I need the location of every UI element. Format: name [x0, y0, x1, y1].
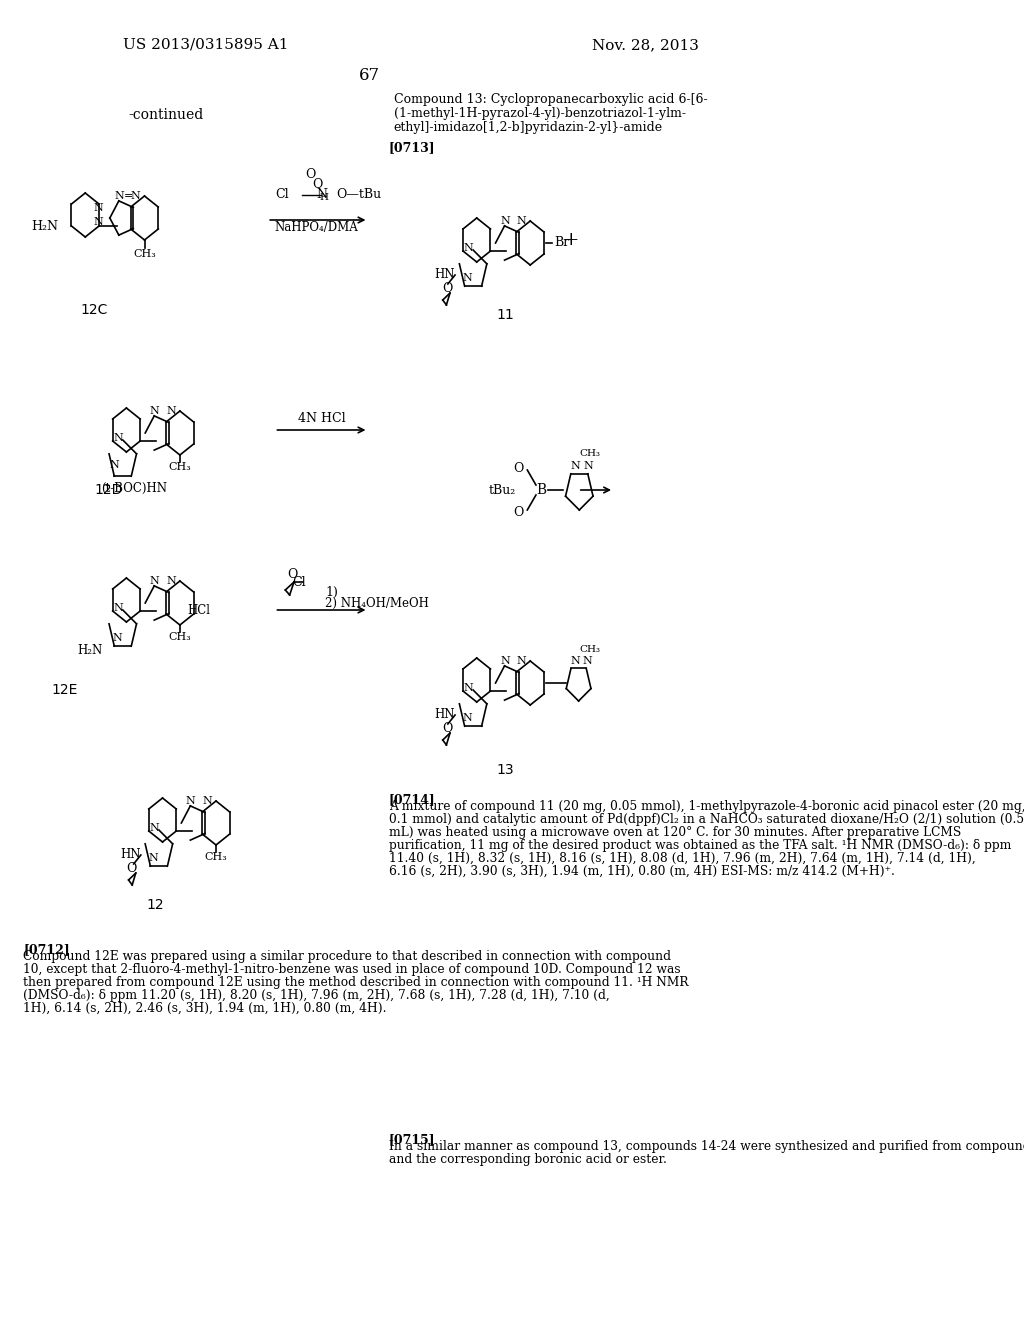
Text: 1): 1) — [325, 586, 338, 598]
Text: Cl: Cl — [274, 189, 289, 202]
Text: N: N — [93, 216, 102, 227]
Text: N: N — [464, 682, 474, 693]
Text: and the corresponding boronic acid or ester.: and the corresponding boronic acid or es… — [388, 1152, 667, 1166]
Text: [0713]: [0713] — [388, 141, 435, 154]
Text: 12: 12 — [146, 898, 164, 912]
Text: N: N — [93, 203, 102, 214]
Text: B: B — [537, 483, 547, 498]
Text: 67: 67 — [359, 66, 380, 83]
Text: N: N — [150, 407, 160, 416]
Text: H₂N: H₂N — [32, 219, 58, 232]
Text: HCl: HCl — [187, 605, 210, 618]
Text: N: N — [185, 796, 196, 807]
Text: O: O — [126, 862, 136, 874]
Text: Compound 12E was prepared using a similar procedure to that described in connect: Compound 12E was prepared using a simila… — [24, 950, 671, 964]
Text: N: N — [150, 822, 160, 833]
Text: CH₃: CH₃ — [133, 249, 156, 259]
Text: N: N — [583, 461, 593, 471]
Text: N: N — [463, 273, 472, 282]
Text: N: N — [316, 189, 327, 202]
Text: N: N — [150, 576, 160, 586]
Text: N: N — [115, 191, 124, 201]
Text: ethyl]-imidazo[1,2-b]pyridazin-2-yl}-amide: ethyl]-imidazo[1,2-b]pyridazin-2-yl}-ami… — [393, 121, 663, 135]
Text: 12E: 12E — [52, 682, 78, 697]
Text: N: N — [583, 656, 592, 667]
Text: CH₃: CH₃ — [169, 632, 191, 642]
Text: O—tBu: O—tBu — [336, 189, 381, 202]
Text: N: N — [570, 461, 581, 471]
Text: HN: HN — [434, 709, 455, 722]
Text: O: O — [305, 169, 315, 181]
Text: Compound 13: Cyclopropanecarboxylic acid 6-[6-: Compound 13: Cyclopropanecarboxylic acid… — [393, 94, 708, 107]
Text: H₂N: H₂N — [78, 644, 102, 656]
Text: HN: HN — [121, 849, 141, 862]
Text: CH₃: CH₃ — [205, 851, 227, 862]
Text: HN: HN — [434, 268, 455, 281]
Text: N: N — [517, 656, 526, 667]
Text: CH₃: CH₃ — [580, 450, 601, 458]
Text: 1H), 6.14 (s, 2H), 2.46 (s, 3H), 1.94 (m, 1H), 0.80 (m, 4H).: 1H), 6.14 (s, 2H), 2.46 (s, 3H), 1.94 (m… — [24, 1002, 387, 1015]
Text: O: O — [442, 722, 453, 734]
Text: A mixture of compound 11 (20 mg, 0.05 mmol), 1-methylpyrazole-4-boronic acid pin: A mixture of compound 11 (20 mg, 0.05 mm… — [388, 800, 1024, 813]
Text: N: N — [114, 603, 123, 612]
Text: 2) NH₄OH/MeOH: 2) NH₄OH/MeOH — [325, 597, 429, 610]
Text: O: O — [288, 569, 298, 582]
Text: N: N — [166, 407, 176, 416]
Text: H: H — [319, 194, 328, 202]
Text: 12D: 12D — [94, 483, 123, 498]
Text: 13: 13 — [497, 763, 514, 777]
Text: tBu₂: tBu₂ — [488, 483, 516, 496]
Text: [0715]: [0715] — [388, 1134, 435, 1147]
Text: N: N — [131, 191, 140, 201]
Text: 10, except that 2-fluoro-4-methyl-1-nitro-benzene was used in place of compound : 10, except that 2-fluoro-4-methyl-1-nitr… — [24, 964, 681, 975]
Text: -continued: -continued — [128, 108, 204, 121]
Text: 11.40 (s, 1H), 8.32 (s, 1H), 8.16 (s, 1H), 8.08 (d, 1H), 7.96 (m, 2H), 7.64 (m, : 11.40 (s, 1H), 8.32 (s, 1H), 8.16 (s, 1H… — [388, 851, 975, 865]
Text: O: O — [513, 462, 524, 474]
Text: N: N — [166, 576, 176, 586]
Text: (DMSO-d₆): δ ppm 11.20 (s, 1H), 8.20 (s, 1H), 7.96 (m, 2H), 7.68 (s, 1H), 7.28 (: (DMSO-d₆): δ ppm 11.20 (s, 1H), 8.20 (s,… — [24, 989, 610, 1002]
Text: N: N — [113, 634, 122, 643]
Text: N: N — [110, 459, 119, 470]
Text: 0.1 mmol) and catalytic amount of Pd(dppf)Cl₂ in a NaHCO₃ saturated dioxane/H₂O : 0.1 mmol) and catalytic amount of Pd(dpp… — [388, 813, 1024, 826]
Text: (t-BOC)HN: (t-BOC)HN — [101, 482, 167, 495]
Text: 12C: 12C — [80, 304, 108, 317]
Text: O: O — [513, 506, 524, 519]
Text: mL) was heated using a microwave oven at 120° C. for 30 minutes. After preparati: mL) was heated using a microwave oven at… — [388, 826, 961, 840]
Text: purification, 11 mg of the desired product was obtained as the TFA salt. ¹H NMR : purification, 11 mg of the desired produ… — [388, 840, 1011, 851]
Text: N: N — [463, 713, 472, 723]
Text: 6.16 (s, 2H), 3.90 (s, 3H), 1.94 (m, 1H), 0.80 (m, 4H) ESI-MS: m/z 414.2 (M+H)⁺.: 6.16 (s, 2H), 3.90 (s, 3H), 1.94 (m, 1H)… — [388, 865, 895, 878]
Text: O: O — [442, 281, 453, 294]
Text: then prepared from compound 12E using the method described in connection with co: then prepared from compound 12E using th… — [24, 975, 688, 989]
Text: US 2013/0315895 A1: US 2013/0315895 A1 — [123, 38, 289, 51]
Text: N: N — [500, 656, 510, 667]
Text: O: O — [312, 178, 323, 191]
Text: N: N — [148, 853, 158, 863]
Text: (1-methyl-1H-pyrazol-4-yl)-benzotriazol-1-ylm-: (1-methyl-1H-pyrazol-4-yl)-benzotriazol-… — [393, 107, 686, 120]
Text: N: N — [570, 656, 580, 667]
Text: 4N HCl: 4N HCl — [298, 412, 345, 425]
Text: =: = — [124, 191, 133, 201]
Text: In a similar manner as compound 13, compounds 14-24 were synthesized and purifie: In a similar manner as compound 13, comp… — [388, 1140, 1024, 1152]
Text: CH₃: CH₃ — [169, 462, 191, 473]
Text: [0714]: [0714] — [388, 793, 435, 807]
Text: CH₃: CH₃ — [579, 644, 600, 653]
Text: 11: 11 — [497, 308, 514, 322]
Text: N: N — [500, 216, 510, 226]
Text: N: N — [203, 796, 212, 807]
Text: N: N — [114, 433, 123, 444]
Text: N: N — [464, 243, 474, 253]
Text: Nov. 28, 2013: Nov. 28, 2013 — [592, 38, 699, 51]
Text: NaHPO₄/DMA: NaHPO₄/DMA — [274, 222, 358, 235]
Text: Br: Br — [555, 236, 570, 249]
Text: N: N — [517, 216, 526, 226]
Text: Cl: Cl — [293, 577, 306, 590]
Text: +: + — [562, 231, 579, 249]
Text: [0712]: [0712] — [24, 944, 70, 957]
